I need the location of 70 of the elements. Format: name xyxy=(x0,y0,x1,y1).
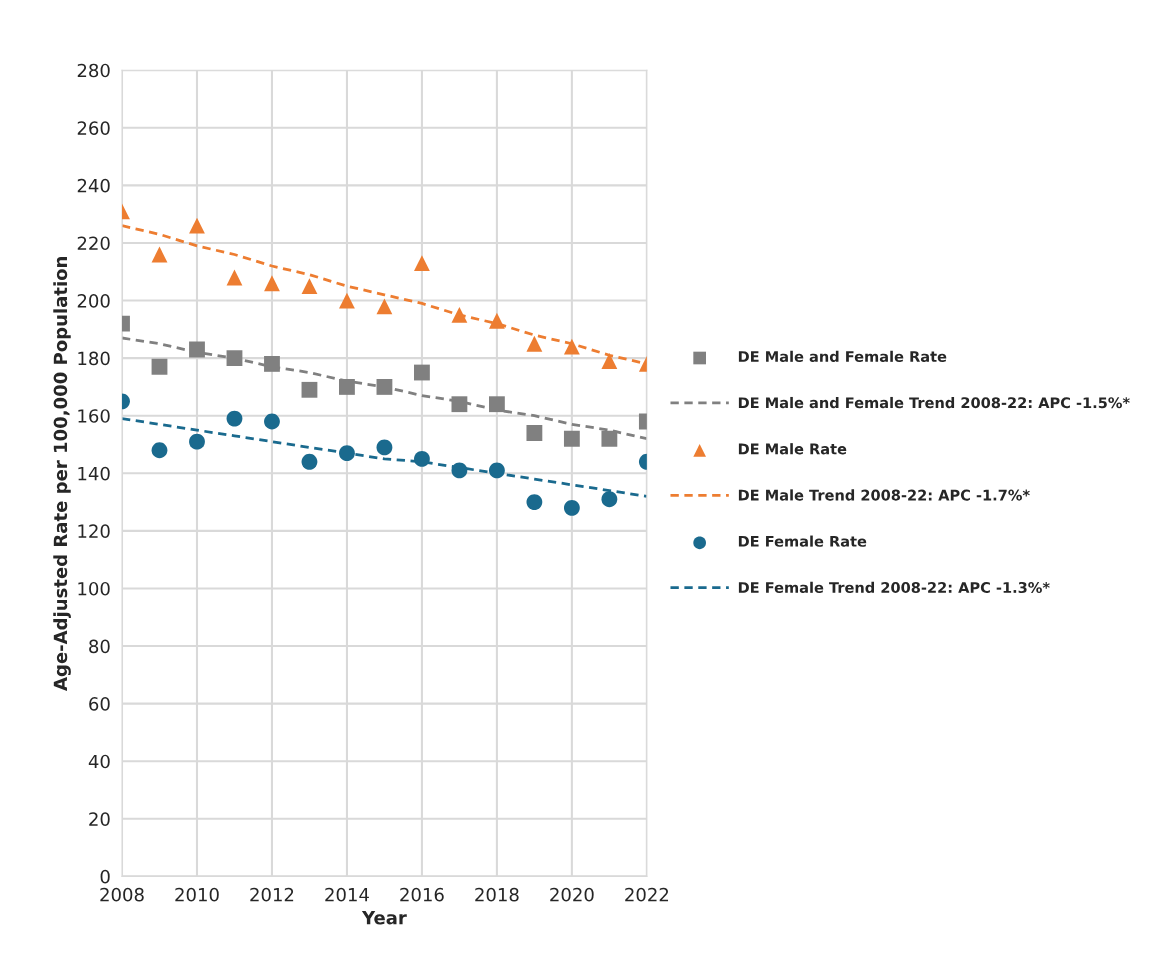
y-tick-label: 260 xyxy=(77,121,110,135)
point xyxy=(526,425,543,441)
x-tick-label: 2022 xyxy=(625,887,669,902)
point xyxy=(376,298,393,315)
point xyxy=(488,462,505,479)
point xyxy=(301,381,318,398)
point xyxy=(339,379,355,395)
y-tick-label: 200 xyxy=(77,294,110,308)
y-tick-label: 60 xyxy=(89,697,110,711)
point xyxy=(226,269,243,286)
x-tick-label: 2018 xyxy=(475,887,519,902)
point xyxy=(151,246,168,263)
point xyxy=(264,413,280,430)
legend-label: DE Male and Female Trend 2008-22: APC -1.5%* xyxy=(738,396,1130,409)
point xyxy=(414,255,430,272)
y-tick-label: 0 xyxy=(100,869,110,884)
point xyxy=(189,433,205,450)
point xyxy=(488,396,505,413)
point xyxy=(264,355,280,372)
x-tick-label: 2008 xyxy=(100,887,144,902)
point xyxy=(563,338,580,355)
y-tick-label: 100 xyxy=(78,581,110,596)
x-tick-label: 2016 xyxy=(400,887,444,902)
point xyxy=(526,335,543,352)
point xyxy=(451,462,468,479)
point xyxy=(151,442,168,459)
point xyxy=(601,430,618,447)
point xyxy=(563,430,580,447)
y-tick-label: 20 xyxy=(89,812,110,826)
point xyxy=(451,307,468,323)
point xyxy=(526,494,543,511)
point xyxy=(376,379,393,395)
y-tick-label: 40 xyxy=(88,754,110,769)
y-axis-title: Age-Adjusted Rate per 100,000 Population xyxy=(53,257,71,691)
x-tick-label: 2014 xyxy=(325,887,369,902)
point xyxy=(488,312,505,329)
point xyxy=(189,217,205,234)
point xyxy=(226,410,243,427)
point xyxy=(339,445,355,462)
point xyxy=(563,499,580,516)
x-tick-label: 2010 xyxy=(175,887,219,902)
y-tick-label: 160 xyxy=(78,409,110,423)
x-axis-title: Year xyxy=(361,911,407,925)
legend-label: DE Female Trend 2008-22: APC -1.3%* xyxy=(738,581,1050,594)
point xyxy=(451,396,468,413)
point xyxy=(264,275,280,292)
legend-label: DE Male Rate xyxy=(738,443,847,455)
point xyxy=(189,341,205,358)
point xyxy=(414,450,430,467)
legend-label: DE Male and Female Rate xyxy=(738,350,947,363)
point xyxy=(339,292,355,309)
y-tick-label: 280 xyxy=(77,63,110,78)
y-tick-label: 80 xyxy=(89,639,110,654)
point xyxy=(601,353,618,369)
point xyxy=(301,278,318,295)
legend-label: DE Male Trend 2008-22: APC -1.7%* xyxy=(738,489,1030,501)
point xyxy=(226,350,243,367)
point xyxy=(414,364,430,381)
point xyxy=(601,491,618,508)
x-tick-label: 2012 xyxy=(250,887,294,902)
y-tick-label: 240 xyxy=(77,178,110,193)
point xyxy=(151,358,168,375)
x-tick-label: 2020 xyxy=(550,887,594,902)
y-tick-label: 220 xyxy=(77,236,110,251)
point xyxy=(301,453,318,470)
y-tick-label: 140 xyxy=(78,466,110,481)
legend-label: DE Female Rate xyxy=(738,535,867,547)
y-tick-label: 120 xyxy=(78,524,110,538)
point xyxy=(376,439,393,456)
y-tick-label: 180 xyxy=(78,351,110,366)
